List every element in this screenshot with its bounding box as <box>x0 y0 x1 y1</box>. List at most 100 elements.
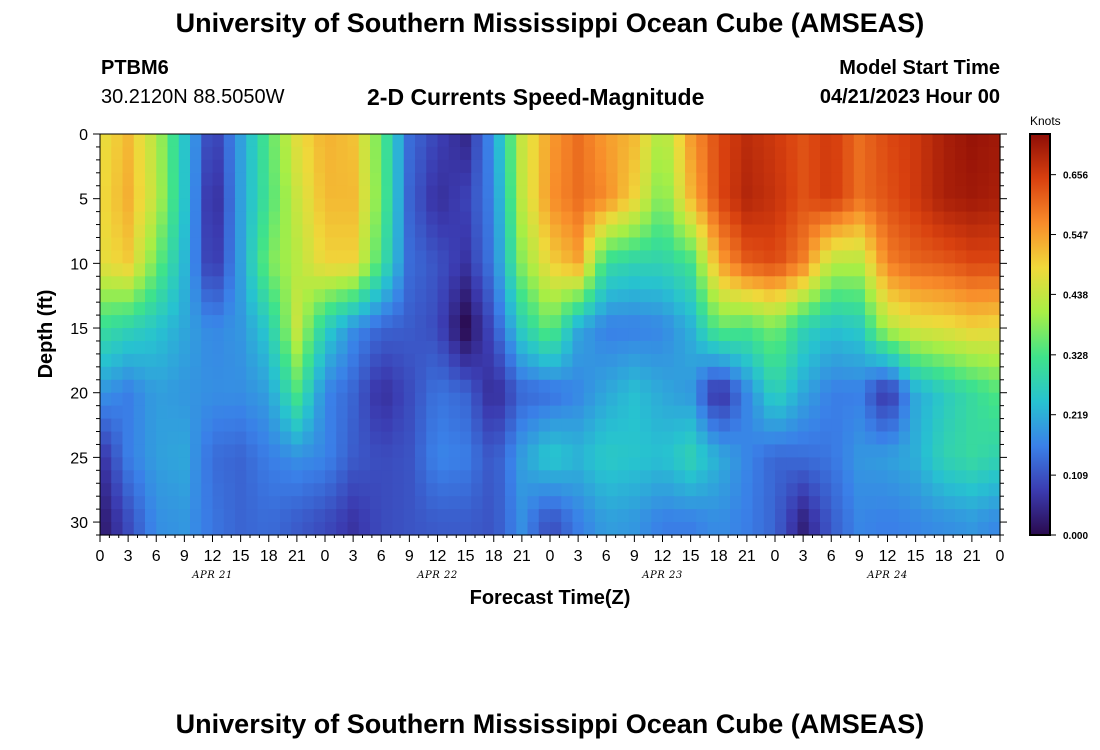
heatmap-cell <box>988 302 1001 316</box>
heatmap-cell <box>167 496 180 510</box>
heatmap-cell <box>426 198 439 213</box>
heatmap-cell <box>201 250 214 264</box>
heatmap-cell <box>370 224 382 239</box>
heatmap-cell <box>707 237 720 252</box>
heatmap-cell <box>898 289 911 303</box>
heatmap-cell <box>370 405 382 420</box>
heatmap-cell <box>977 379 990 394</box>
heatmap-cell <box>223 405 236 420</box>
heatmap-cell <box>561 392 574 407</box>
page-title: University of Southern Mississippi Ocean… <box>175 8 925 38</box>
heatmap-cell <box>876 522 889 536</box>
heatmap-cell <box>358 146 371 161</box>
heatmap-cell <box>145 159 157 174</box>
heatmap-cell <box>876 353 889 368</box>
heatmap-cell <box>381 211 394 226</box>
heatmap-cell <box>493 328 506 342</box>
heatmap-cell <box>257 431 270 446</box>
heatmap-cell <box>842 250 855 264</box>
heatmap-cell <box>482 418 495 433</box>
heatmap-cell <box>932 509 945 523</box>
heatmap-cell <box>313 496 326 510</box>
heatmap-cell <box>786 198 799 213</box>
heatmap-cell <box>302 302 315 316</box>
heatmap-cell <box>167 366 180 381</box>
heatmap-cell <box>246 392 259 407</box>
heatmap-cell <box>550 431 562 446</box>
heatmap-cell <box>471 366 484 381</box>
heatmap-cell <box>392 224 405 239</box>
heatmap-cell <box>527 483 540 497</box>
heatmap-cell <box>606 392 619 407</box>
heatmap-cell <box>685 276 697 290</box>
heatmap-cell <box>786 276 799 290</box>
heatmap-cell <box>100 457 112 471</box>
heatmap-cell <box>662 353 675 368</box>
heatmap-cell <box>651 353 664 368</box>
heatmap-cell <box>336 405 349 420</box>
heatmap-cell <box>201 328 214 342</box>
heatmap-cell <box>415 431 427 446</box>
heatmap-cell <box>347 302 360 316</box>
heatmap-cell <box>921 470 934 484</box>
heatmap-cell <box>932 405 945 420</box>
heatmap-cell <box>235 224 247 239</box>
heatmap-cell <box>257 172 270 187</box>
heatmap-cell <box>246 263 259 277</box>
heatmap-cell <box>336 457 349 471</box>
heatmap-cell <box>572 172 585 187</box>
heatmap-cell <box>955 353 967 368</box>
heatmap-cell <box>685 146 697 161</box>
heatmap-cell <box>201 289 214 303</box>
heatmap-cell <box>426 522 439 536</box>
heatmap-cell <box>718 431 731 446</box>
heatmap-cell <box>268 431 281 446</box>
heatmap-cell <box>572 315 585 329</box>
heatmap-cell <box>167 457 180 471</box>
heatmap-cell <box>595 483 607 497</box>
heatmap-cell <box>482 134 495 148</box>
heatmap-cell <box>640 224 652 239</box>
heatmap-cell <box>516 172 529 187</box>
heatmap-cell <box>898 379 911 394</box>
heatmap-cell <box>808 457 821 471</box>
heatmap-cell <box>921 496 934 510</box>
heatmap-cell <box>685 522 697 536</box>
heatmap-cell <box>246 237 259 252</box>
heatmap-cell <box>122 185 135 200</box>
heatmap-cell <box>145 379 157 394</box>
heatmap-cell <box>370 263 382 277</box>
heatmap-cell <box>145 405 157 420</box>
heatmap-cell <box>212 392 225 407</box>
heatmap-cell <box>392 250 405 264</box>
heatmap-cell <box>516 483 529 497</box>
heatmap-cell <box>955 315 967 329</box>
heatmap-cell <box>943 224 956 239</box>
heatmap-cell <box>493 353 506 368</box>
heatmap-cell <box>662 392 675 407</box>
heatmap-cell <box>426 315 439 329</box>
heatmap-cell <box>730 418 742 433</box>
heatmap-cell <box>145 315 157 329</box>
heatmap-cell <box>145 237 157 252</box>
heatmap-cell <box>898 211 911 226</box>
heatmap-cell <box>640 353 652 368</box>
heatmap-cell <box>381 405 394 420</box>
heatmap-cell <box>167 159 180 174</box>
heatmap-cell <box>662 444 675 458</box>
heatmap-cell <box>313 483 326 497</box>
heatmap-cell <box>808 470 821 484</box>
heatmap-cell <box>190 353 202 368</box>
heatmap-cell <box>111 496 124 510</box>
heatmap-cell <box>448 159 461 174</box>
heatmap-cell <box>685 366 697 381</box>
heatmap-cell <box>887 302 900 316</box>
heatmap-cell <box>763 340 776 355</box>
heatmap-cell <box>876 431 889 446</box>
heatmap-cell <box>280 276 292 290</box>
heatmap-cell <box>572 185 585 200</box>
heatmap-cell <box>313 366 326 381</box>
heatmap-cell <box>887 146 900 161</box>
heatmap-cell <box>122 418 135 433</box>
heatmap-cell <box>291 185 304 200</box>
